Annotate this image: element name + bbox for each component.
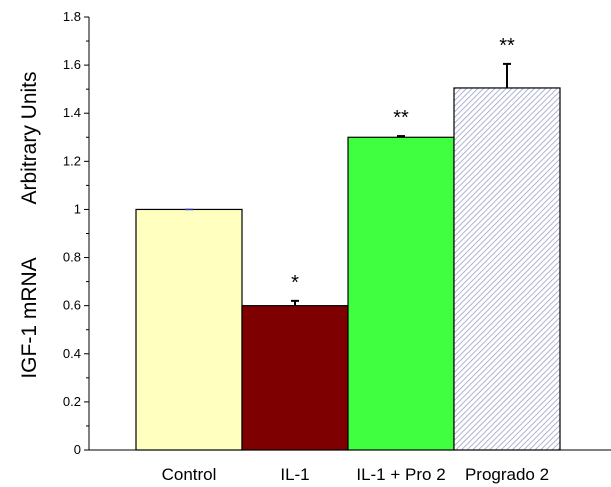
bar-control <box>135 208 243 451</box>
y-tick-label: 0.8 <box>63 250 81 265</box>
bar-progrado-2 <box>453 87 561 451</box>
y-tick-label: 1.2 <box>63 153 81 168</box>
x-tick-label: IL-1 + Pro 2 <box>356 465 445 484</box>
plot-area: ***** <box>135 35 561 451</box>
bar-il-1-pro-2 <box>347 136 455 451</box>
x-axis-labels: Control IL-1 IL-1 + Pro 2 Progrado 2 <box>162 465 549 484</box>
y-tick-label: 0.6 <box>63 298 81 313</box>
y-tick-label: 1.6 <box>63 57 81 72</box>
y-axis-title-part-2: Arbitrary Units <box>18 71 41 204</box>
y-axis-title-part-1: IGF-1 mRNA <box>18 257 41 378</box>
y-tick-label: 0.4 <box>63 346 81 361</box>
y-tick-label: 0 <box>74 442 81 457</box>
significance-marker: ** <box>393 107 409 129</box>
significance-marker: ** <box>499 35 515 57</box>
y-tick-label: 1.4 <box>63 105 81 120</box>
significance-marker: * <box>291 272 299 294</box>
x-tick-label: Progrado 2 <box>465 465 549 484</box>
bar-il-1 <box>241 305 349 451</box>
x-tick-label: Control <box>162 465 217 484</box>
y-tick-label: 1.8 <box>63 9 81 24</box>
y-axis: 0 0.2 0.4 0.6 0.8 1 1.2 1.4 1.6 1.8 <box>63 9 611 457</box>
x-tick-label: IL-1 <box>280 465 309 484</box>
y-tick-label: 0.2 <box>63 394 81 409</box>
y-tick-label: 1 <box>74 201 81 216</box>
